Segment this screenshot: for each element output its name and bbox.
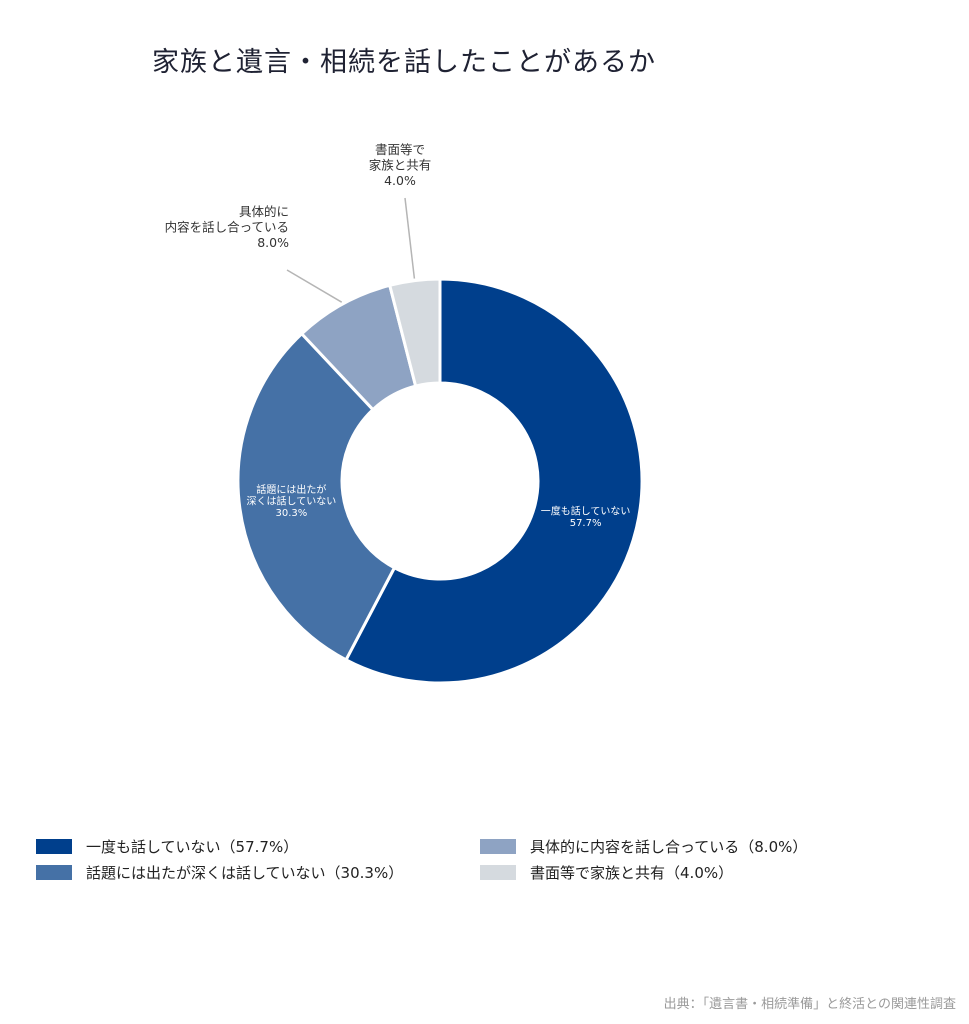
slice-2-label-line-2: 深くは話していない	[247, 495, 337, 508]
legend-label-4: 書面等で家族と共有（4.0%）	[530, 864, 734, 882]
slice-2	[236, 331, 397, 662]
slice-3-label-line-1: 具体的に	[239, 204, 289, 219]
slices-layer	[236, 277, 644, 685]
slice-4-label-line-3: 4.0%	[384, 173, 416, 188]
slice-1	[344, 277, 644, 685]
legend-label-1: 一度も話していない（57.7%）	[86, 838, 299, 856]
legend-label-2: 話題には出たが深くは話していない（30.3%）	[86, 864, 404, 882]
legend-label-3: 具体的に内容を話し合っている（8.0%）	[530, 838, 808, 856]
slice-1-label-line-2: 57.7%	[570, 518, 602, 529]
slice-1-label-line-1: 一度も話していない	[541, 505, 631, 518]
slice-4	[387, 277, 442, 388]
slice-3-label-line-3: 8.0%	[257, 235, 289, 250]
legend-item-3: 具体的に内容を話し合っている（8.0%）	[480, 836, 807, 857]
legend-swatch-3	[480, 839, 516, 854]
legend-item-1: 一度も話していない（57.7%）	[36, 836, 298, 857]
slice-3-label-line-2: 内容を話し合っている	[165, 220, 289, 235]
legend-swatch-2	[36, 865, 72, 880]
slice-2-label-line-3: 30.3%	[276, 508, 308, 519]
legend-item-4: 書面等で家族と共有（4.0%）	[480, 862, 733, 883]
slice-2-label-line-1: 話題には出たが	[256, 483, 326, 496]
legend-swatch-1	[36, 839, 72, 854]
slice-4-label-line-1: 書面等で	[375, 142, 425, 157]
legend: 一度も話していない（57.7%） 話題には出たが深くは話していない（30.3%）…	[36, 832, 916, 892]
slice-4-leader-line	[404, 197, 416, 279]
legend-item-2: 話題には出たが深くは話していない（30.3%）	[36, 862, 403, 883]
source-note: 出典：「遺言書・相続準備」と終活との関連性調査	[663, 997, 956, 1012]
slice-4-label-line-2: 家族と共有	[369, 158, 432, 173]
leader-lines-layer	[286, 197, 416, 303]
legend-swatch-4	[480, 865, 516, 880]
chart-title: 家族と遺言・相続を話したことがあるか	[152, 47, 656, 78]
slice-3-leader-line	[286, 269, 343, 303]
